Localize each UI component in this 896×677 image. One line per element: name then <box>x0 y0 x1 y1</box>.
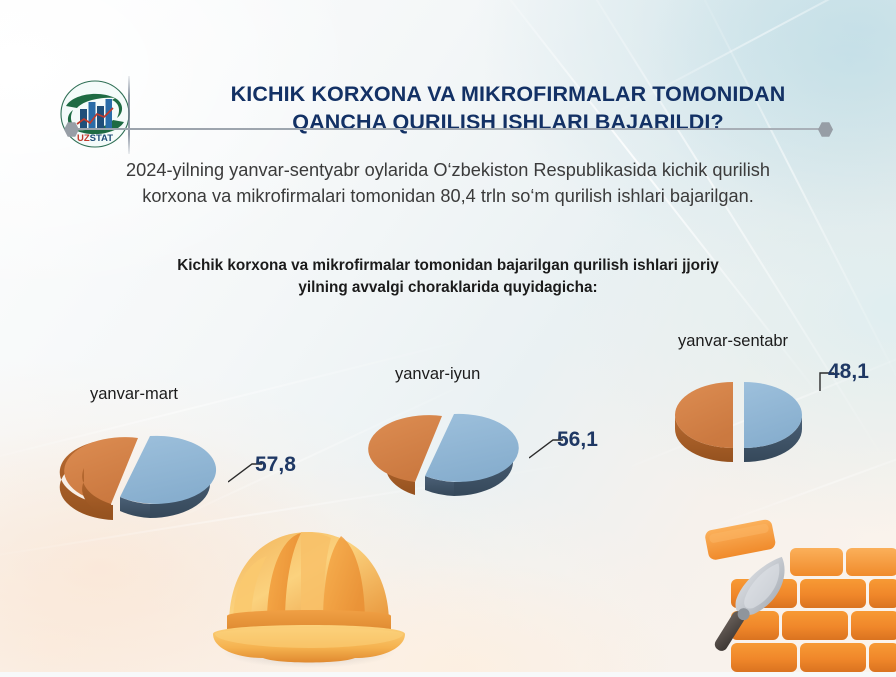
subtitle-line1: Kichik korxona va mikrofirmalar tomonida… <box>177 257 719 274</box>
leader-line <box>228 463 262 483</box>
chart-section-subtitle: Kichik korxona va mikrofirmalar tomonida… <box>78 255 818 299</box>
pie-chart-yanvar-sentabr: yanvar-sentabr 48,1 <box>640 332 896 485</box>
intro-line1: 2024-yilning yanvar-sentyabr oylarida O‘… <box>126 160 770 180</box>
pie-graphic <box>59 435 217 520</box>
pie-chart-label: yanvar-sentabr <box>678 332 789 350</box>
page-title-line2: QANCHA QURILISH ISHLARI BAJARILDI? <box>292 110 724 135</box>
intro-line2: korxona va mikrofirmalari tomonidan 80,4… <box>142 185 754 206</box>
subtitle-line2: yilning avvalgi choraklarida quyidagicha… <box>298 279 598 297</box>
header: UZSTAT KICHIK KORXONA VA MIKROFIRMALAR T… <box>0 34 896 154</box>
leader-line <box>819 372 834 391</box>
pie-chart-value: 56,1 <box>557 428 598 451</box>
pie-chart-value: 57,8 <box>255 453 296 476</box>
leader-line <box>529 439 563 459</box>
pie-chart-yanvar-iyun: yanvar-iyun 56,1 <box>345 365 635 518</box>
brick-wall-icon <box>684 518 896 672</box>
rule-line <box>70 128 826 130</box>
header-rule <box>0 121 896 137</box>
pie-chart-value: 48,1 <box>828 360 869 383</box>
pie-graphic <box>368 413 519 496</box>
intro-paragraph: 2024-yilning yanvar-sentyabr oylarida O‘… <box>48 158 848 210</box>
hard-hat-icon <box>205 512 410 672</box>
pie-graphic <box>675 382 802 462</box>
rule-node-right <box>818 122 833 137</box>
rule-node-left <box>64 122 79 137</box>
pie-chart-label: yanvar-iyun <box>395 365 481 383</box>
svg-text:UZSTAT: UZSTAT <box>77 133 113 144</box>
page-title-line1: KICHIK KORXONA VA MIKROFIRMALAR TOMONIDA… <box>230 82 786 106</box>
uzstat-logo-icon: UZSTAT <box>57 78 133 154</box>
page-title: KICHIK KORXONA VA MIKROFIRMALAR TOMONIDA… <box>138 80 878 137</box>
pie-chart-label: yanvar-mart <box>90 385 179 403</box>
pie-chart-yanvar-mart: yanvar-mart <box>40 385 330 538</box>
header-divider <box>128 76 130 154</box>
